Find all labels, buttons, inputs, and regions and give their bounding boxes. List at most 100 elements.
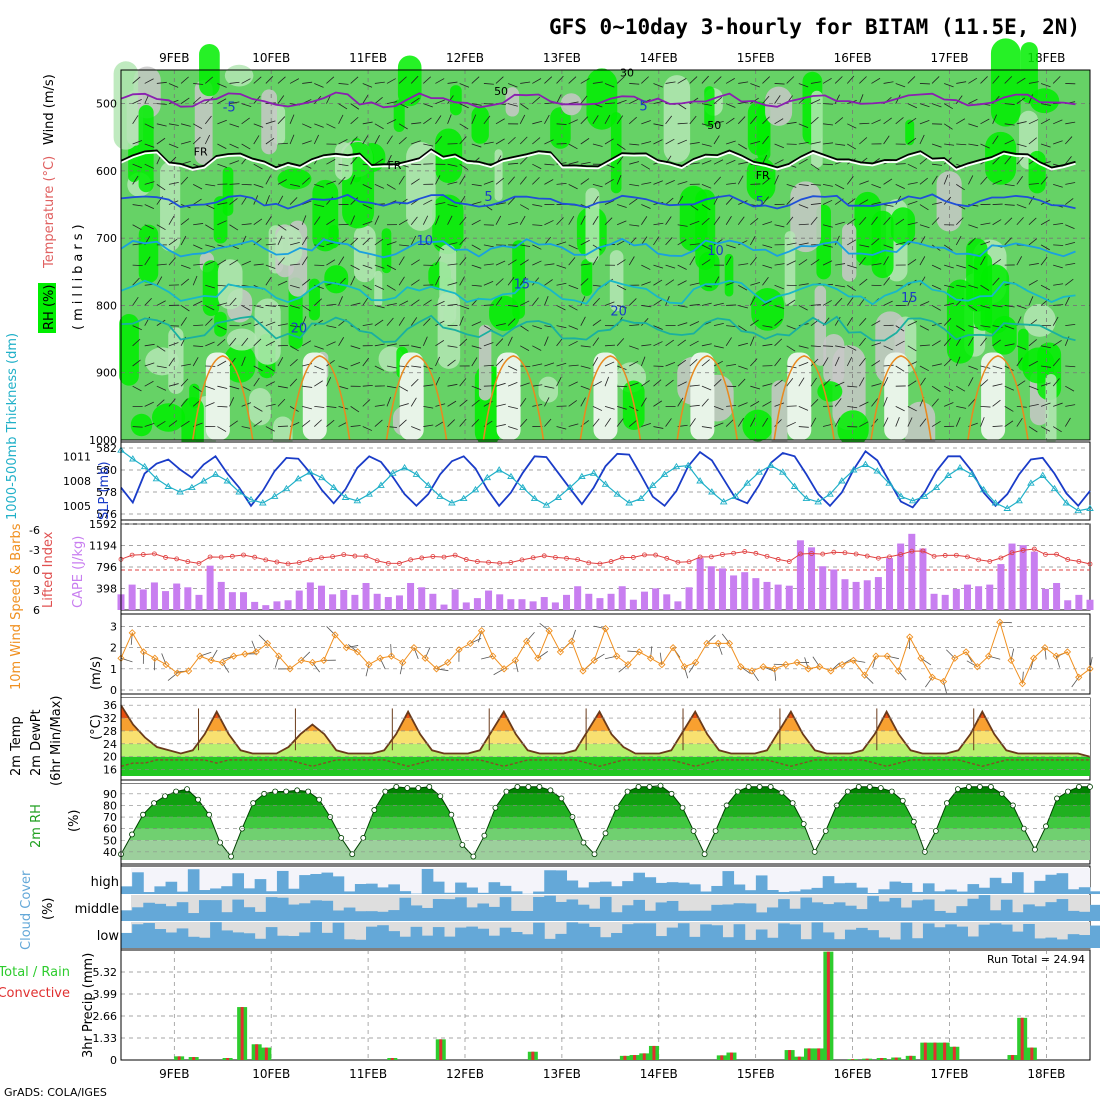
cloud-fraction-bar (922, 899, 935, 921)
cloud-fraction-bar (132, 924, 144, 948)
wind-barb (471, 244, 481, 251)
cloud-fraction-bar (822, 876, 835, 894)
wind-barb (968, 237, 976, 246)
wind-barb (423, 424, 434, 427)
cloud-fraction-bar (410, 926, 423, 948)
cloud-fraction-bar (276, 897, 289, 921)
wind-barb (568, 161, 579, 165)
cloud-fraction-bar (577, 904, 590, 921)
wind-barb (532, 260, 542, 266)
wind-barb (483, 180, 494, 185)
wind-barb (907, 345, 917, 352)
wind-barb (907, 76, 916, 84)
cloud-fraction-bar (254, 879, 267, 894)
wind-barb (580, 138, 590, 145)
wind-barb (725, 103, 736, 108)
cape-bar (674, 601, 682, 610)
cloud-fraction-bar (332, 910, 345, 921)
wind-barb (810, 345, 821, 348)
wind-barb (641, 76, 649, 84)
cloud-fraction-bar (332, 876, 345, 894)
cloud-fraction-bar (366, 926, 378, 948)
wind-barb (1064, 417, 1071, 427)
wind-barb (1064, 156, 1072, 165)
wind-barb (750, 141, 761, 145)
wind-barb (204, 115, 212, 125)
wind-barb (156, 137, 166, 145)
rh-axis-label: RH (%) (42, 285, 57, 330)
rh-point (195, 796, 201, 803)
wind-barb (617, 305, 627, 309)
wind-barb (580, 296, 586, 306)
wind-barb (895, 184, 905, 190)
rh-point (448, 811, 455, 818)
wind-barb (362, 357, 370, 367)
wind-barb (507, 381, 518, 387)
wind-barb (859, 317, 867, 326)
rh-contour-blob (985, 131, 1017, 185)
rh-contour-blob (946, 279, 974, 364)
cape-bar (150, 582, 158, 610)
wind-barb (338, 421, 348, 427)
isotherm-25-orange (482, 355, 545, 441)
wind-barb-10m (627, 650, 640, 653)
cape-bar (1064, 600, 1072, 610)
wind-barb (628, 256, 635, 266)
rh-contour-blob (1045, 373, 1057, 444)
wind-barb (810, 358, 819, 367)
temp-axis-label: 2m Temp (9, 716, 24, 776)
wind-barb (410, 279, 420, 286)
cloud-fraction-bar (121, 910, 133, 921)
wind-barb (956, 184, 965, 191)
date-label-top: 17FEB (930, 51, 968, 65)
cloud-fraction-bar (455, 927, 467, 948)
cloud-fraction-bar (388, 884, 400, 894)
wind-barb (229, 81, 240, 84)
thickness-point (1038, 471, 1047, 478)
isotherm-label: -5 (223, 101, 236, 116)
wind-barb (132, 76, 141, 84)
cloud-fraction-bar (755, 929, 768, 948)
rh-contour-blob (128, 139, 140, 183)
cape-bar (952, 588, 960, 610)
cloud-fraction-bar (377, 911, 389, 921)
wind-barb (241, 426, 252, 429)
date-label-top: 16FEB (834, 51, 872, 65)
lifted-index-point (775, 557, 781, 562)
date-label-top: 15FEB (737, 51, 775, 65)
wind-barb (810, 417, 817, 427)
cloud-fraction-bar (733, 924, 746, 948)
wind-barb (641, 318, 649, 326)
wind-barb (410, 235, 417, 246)
wind-barb (592, 337, 600, 347)
cloud-fraction-bar (867, 930, 879, 948)
wind-speed-point (894, 667, 903, 675)
wind-speed-point (984, 652, 993, 660)
cloud-fraction-bar (800, 897, 813, 921)
wind-barb (471, 143, 482, 148)
precip-total-legend: Total / Rain (0, 965, 70, 980)
wind-barb (471, 321, 482, 327)
wind-barb (701, 244, 711, 250)
wind-barb (1028, 426, 1038, 433)
wind-barb (302, 140, 312, 145)
wind-barb (822, 260, 833, 266)
wind-barb (1016, 217, 1024, 225)
wind-barb (943, 337, 951, 347)
wind-barb (810, 116, 819, 125)
cape-bar (919, 548, 927, 610)
wind-barb (713, 379, 722, 387)
wind-barb (822, 378, 831, 387)
pressure-tick-label: 500 (96, 98, 117, 111)
wind-barb (508, 103, 518, 107)
rh-contour-blob (538, 376, 558, 403)
cloud-fraction-bar (822, 904, 835, 921)
wind-barb (955, 95, 963, 104)
cloud-fraction-bar (466, 926, 478, 948)
thickness-point (164, 482, 173, 489)
wind-speed-point (162, 660, 170, 669)
wind-barb (290, 183, 300, 187)
lifted-index-point (753, 550, 759, 556)
wind-barb (1016, 77, 1026, 84)
cloud-fraction-bar (276, 870, 289, 894)
